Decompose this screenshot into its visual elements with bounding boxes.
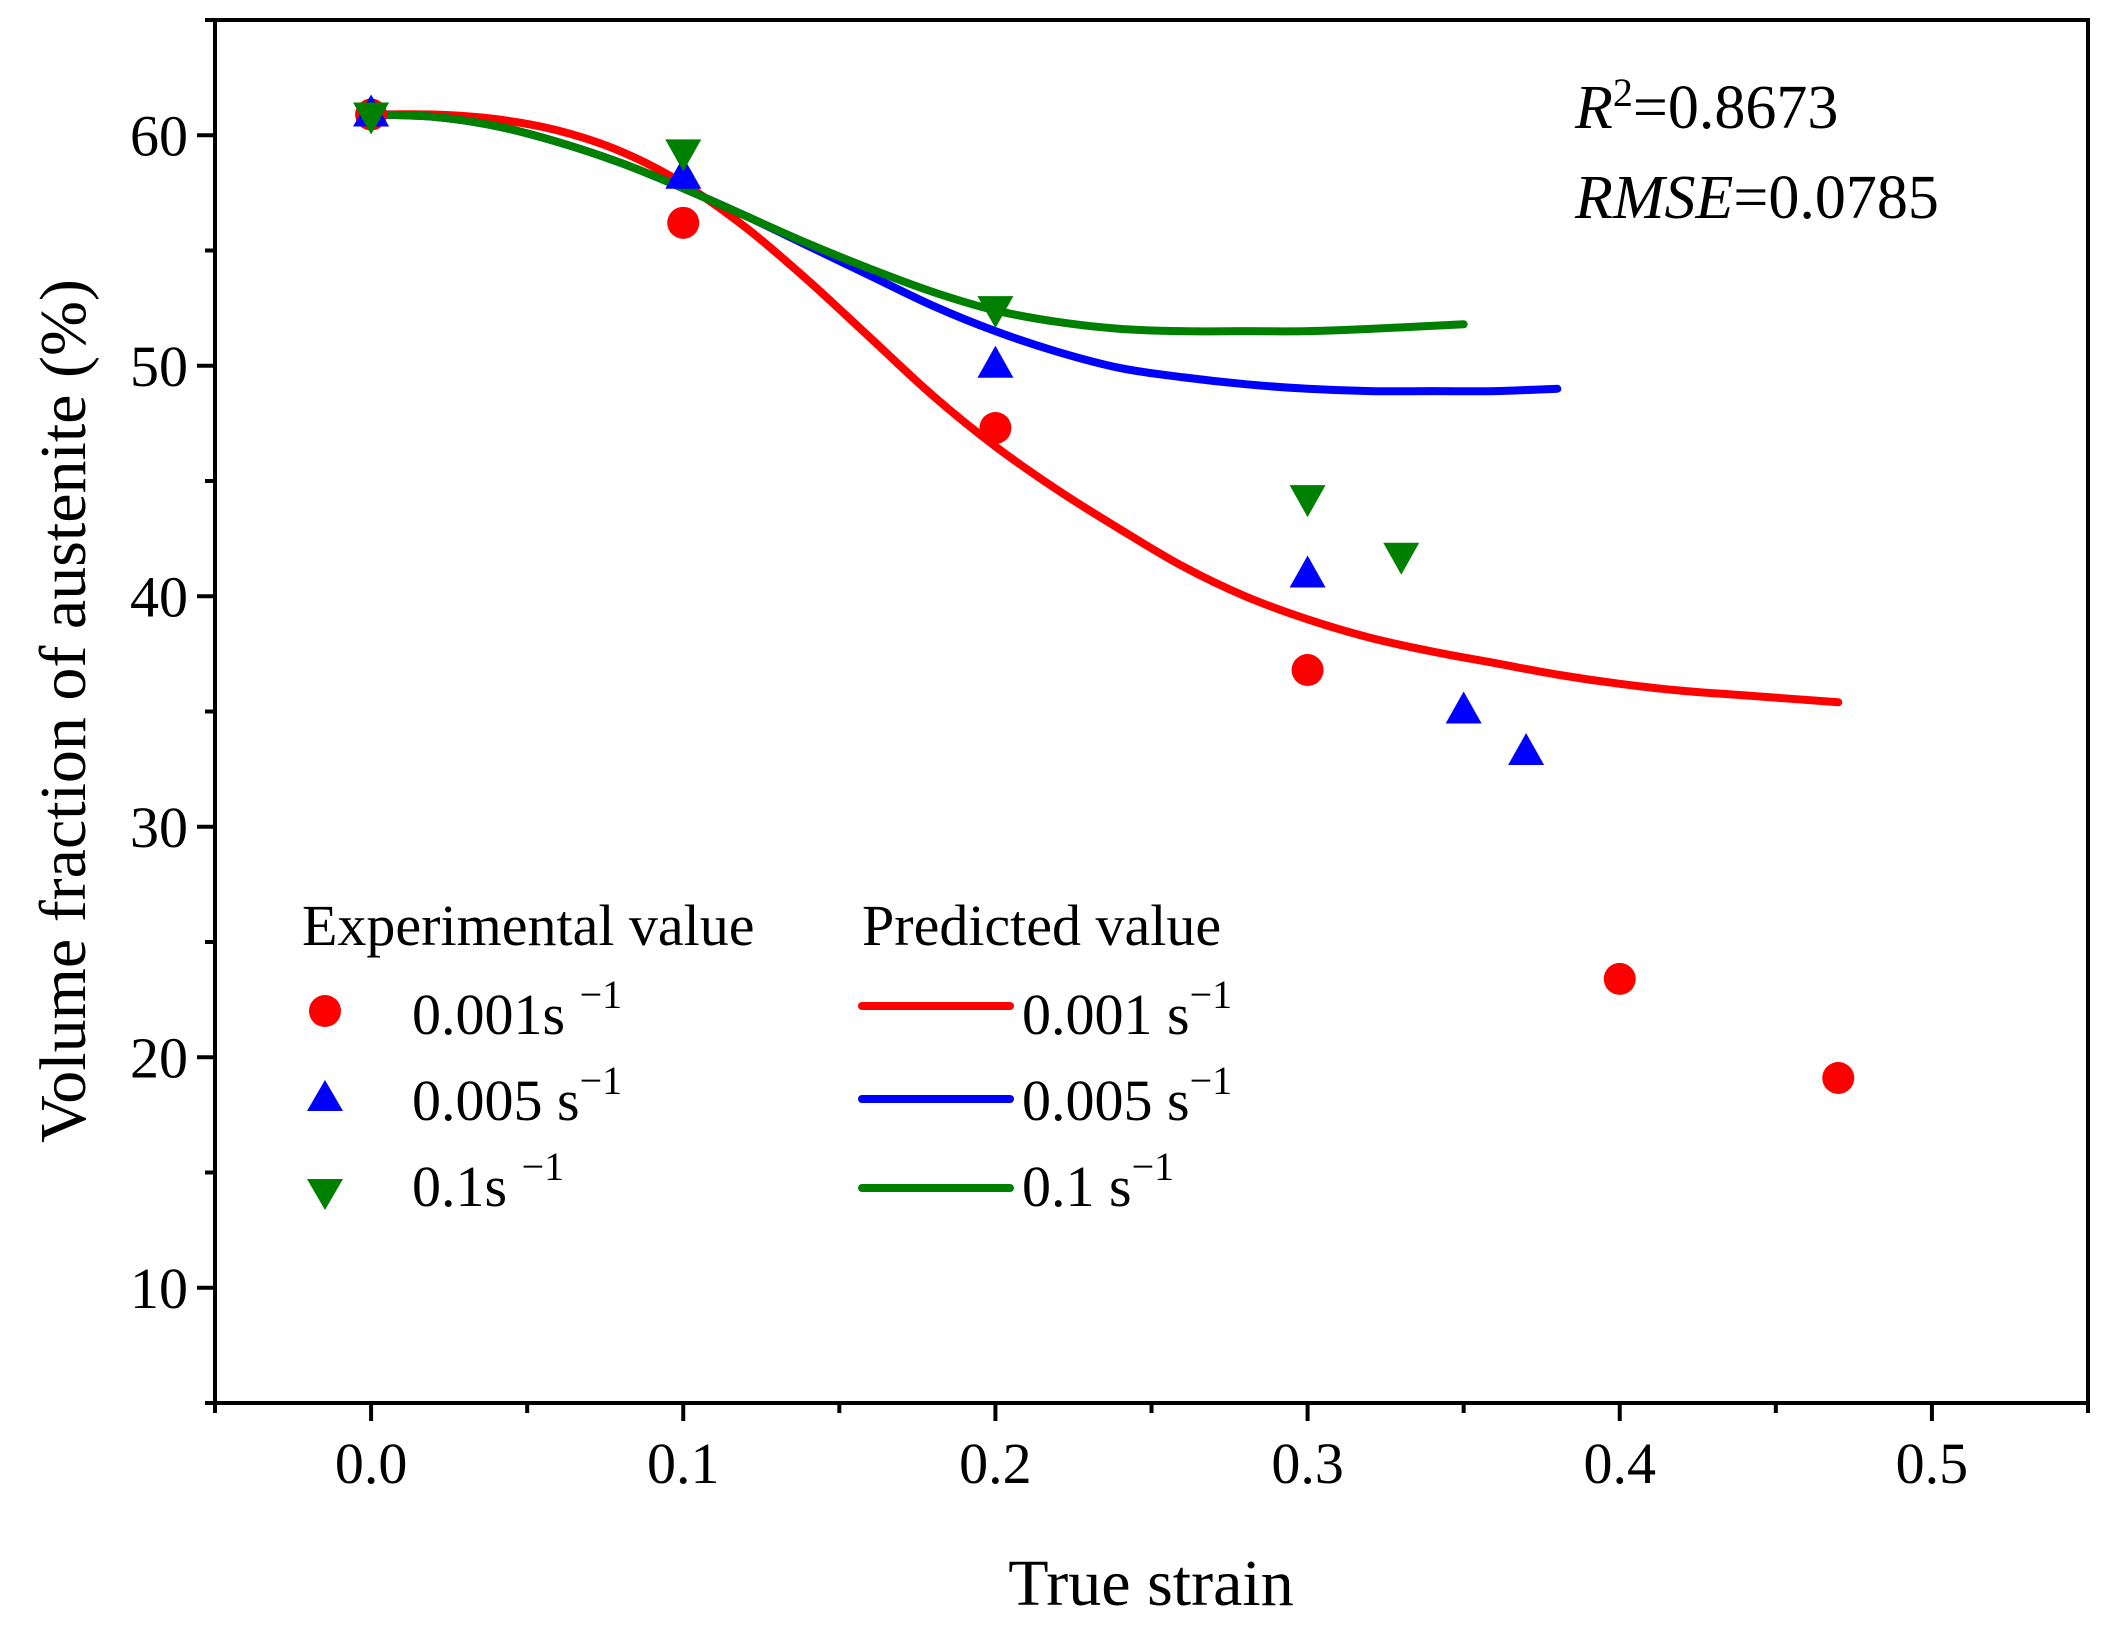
rmse-symbol: RMSE — [1574, 164, 1733, 232]
legend-pred-label-1-base: 0.005 s — [1022, 1068, 1190, 1133]
legend-exp-label-1-base: 0.005 s — [412, 1068, 580, 1133]
y-tick-label: 10 — [130, 1256, 188, 1321]
x-tick-label: 0.4 — [1584, 1431, 1657, 1496]
legend-exp-label-2-sup: −1 — [522, 1144, 565, 1189]
data-point-triangle-up — [1445, 691, 1482, 724]
legend-exp-label-1: 0.005 s−1 — [412, 1058, 622, 1133]
x-tick-label: 0.2 — [959, 1431, 1032, 1496]
data-point-circle — [1603, 962, 1636, 995]
legend-exp-label-1-sup: −1 — [580, 1058, 623, 1103]
x-tick-label: 0.1 — [647, 1431, 720, 1496]
data-point-triangle-down — [665, 139, 702, 172]
data-point-circle — [1291, 654, 1324, 687]
data-point-triangle-up — [665, 156, 702, 189]
x-tick-label: 0.3 — [1271, 1431, 1344, 1496]
legend-pred-label-2-sup: −1 — [1132, 1144, 1175, 1189]
legend-pred-label-1-sup: −1 — [1190, 1058, 1233, 1103]
data-point-triangle-down — [977, 296, 1014, 329]
predicted-lines — [367, 110, 1843, 707]
data-point-triangle-up — [1289, 555, 1326, 588]
axis-ticks — [197, 18, 2090, 1421]
legend-predicted-header: Predicted value — [862, 893, 1221, 958]
y-tick-label: 40 — [130, 564, 188, 629]
legend-exp-label-0-base: 0.001s — [412, 982, 580, 1047]
legend-marker-triangle-up — [307, 1080, 343, 1111]
legend-pred-label-0-base: 0.001 s — [1022, 982, 1190, 1047]
data-point-triangle-down — [353, 102, 390, 135]
predicted-line-2 — [367, 110, 1468, 336]
legend-pred-label-2: 0.1 s−1 — [1022, 1144, 1174, 1219]
legend-experimental-header: Experimental value — [302, 893, 755, 958]
y-tick-label: 50 — [130, 334, 188, 399]
data-point-triangle-down — [1289, 485, 1326, 518]
legend-exp-label-2-base: 0.1s — [412, 1154, 522, 1219]
y-tick-label: 60 — [130, 103, 188, 168]
r2-annotation: R2=0.8673 — [1574, 70, 1838, 142]
axis-tick-labels: 0.0 0.1 0.2 0.3 0.4 0.5 10 20 30 40 50 60 — [130, 103, 1968, 1496]
legend-marker-triangle-down — [307, 1179, 343, 1210]
data-point-circle — [1822, 1061, 1855, 1094]
legend-pred-label-1: 0.005 s−1 — [1022, 1058, 1232, 1133]
r2-value: =0.8673 — [1633, 74, 1838, 142]
legend-exp-label-0: 0.001s −1 — [412, 972, 622, 1047]
x-tick-label: 0.5 — [1896, 1431, 1969, 1496]
x-tick-label: 0.0 — [335, 1431, 408, 1496]
legend-marker-circle — [309, 995, 341, 1027]
data-point-circle — [667, 206, 700, 239]
data-point-circle — [979, 411, 1012, 444]
r2-symbol: R — [1574, 74, 1613, 142]
y-axis-title: Volume fraction of austenite (%) — [27, 279, 100, 1143]
legend-exp-label-0-sup: −1 — [580, 972, 623, 1017]
experimental-points — [353, 94, 1855, 1094]
r2-exponent: 2 — [1613, 70, 1633, 115]
y-tick-label: 30 — [130, 795, 188, 860]
rmse-annotation: RMSE=0.0785 — [1574, 164, 1939, 232]
data-point-triangle-down — [1383, 542, 1420, 575]
legend: Experimental value Predicted value 0.001… — [302, 893, 1232, 1219]
predicted-line-0 — [367, 110, 1843, 707]
rmse-value: =0.0785 — [1733, 164, 1938, 232]
data-point-triangle-up — [977, 345, 1014, 378]
predicted-line-1 — [367, 110, 1562, 396]
legend-pred-label-0-sup: −1 — [1190, 972, 1233, 1017]
x-axis-title: True strain — [1008, 1547, 1293, 1620]
legend-pred-label-2-base: 0.1 s — [1022, 1154, 1132, 1219]
legend-exp-label-2: 0.1s −1 — [412, 1144, 564, 1219]
legend-pred-label-0: 0.001 s−1 — [1022, 972, 1232, 1047]
y-tick-label: 20 — [130, 1025, 188, 1090]
data-point-triangle-up — [1508, 732, 1545, 765]
